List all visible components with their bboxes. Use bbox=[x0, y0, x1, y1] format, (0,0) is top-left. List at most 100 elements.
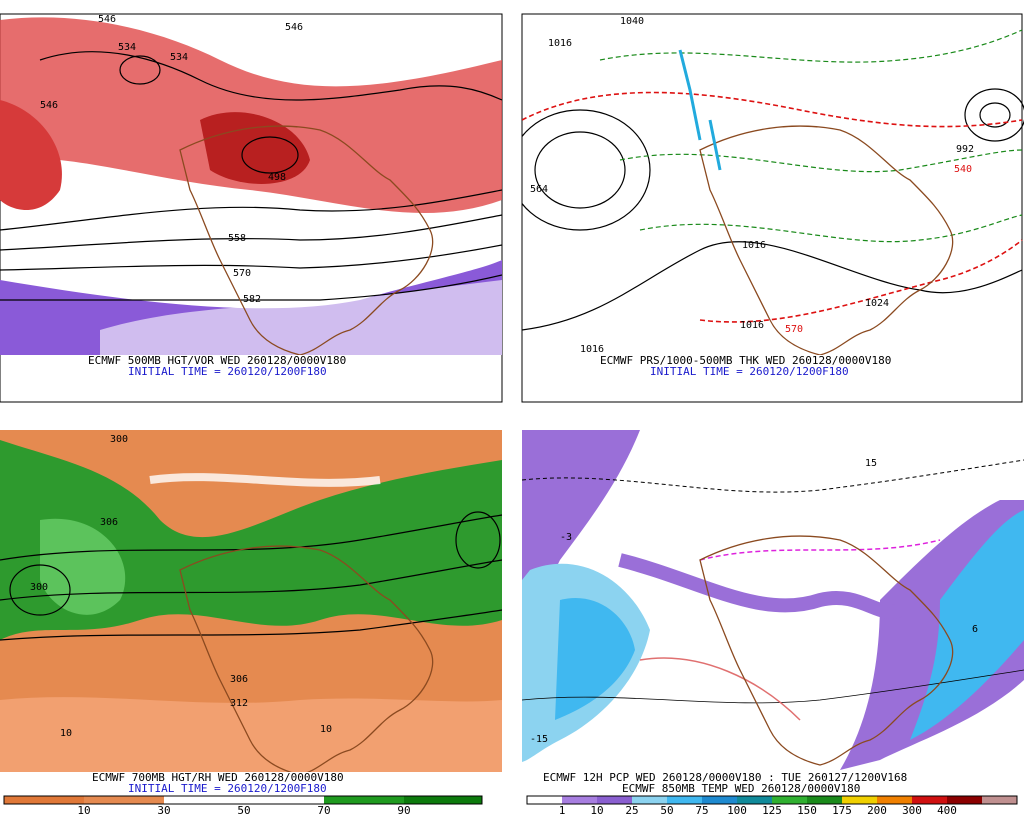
contour-label: 10 bbox=[320, 724, 332, 735]
panel-500mb: 546 534 534 546 546 498 558 570 582 ECMW… bbox=[0, 13, 503, 403]
contour-label: 534 bbox=[170, 52, 188, 63]
colorbar-frame bbox=[526, 795, 1018, 805]
colorbar-label: 10 bbox=[590, 804, 603, 817]
contour-label: 300 bbox=[30, 582, 48, 593]
caption: ECMWF PRS/1000-500MB THK WED 260128/0000… bbox=[600, 354, 891, 367]
temperature-contour bbox=[522, 669, 1024, 704]
pressure-contour bbox=[534, 131, 626, 209]
contour-label: 306 bbox=[100, 517, 118, 528]
rh-area bbox=[40, 518, 126, 615]
contour-label: 300 bbox=[110, 434, 128, 445]
colorbar-label: 50 bbox=[237, 804, 250, 817]
thickness-contour bbox=[522, 91, 1023, 128]
subcaption: ECMWF 850MB TEMP WED 260128/0000V180 bbox=[622, 782, 860, 795]
colorbar-segment bbox=[404, 796, 482, 804]
colorbar-label: 75 bbox=[695, 804, 708, 817]
contour-label: 546 bbox=[98, 14, 116, 25]
colorbar-label: 1 bbox=[559, 804, 566, 817]
height-contour bbox=[455, 511, 501, 569]
pressure-contour bbox=[522, 241, 1023, 331]
colorbar-segment bbox=[562, 796, 597, 804]
contour-label: 312 bbox=[230, 698, 248, 709]
colorbar-label: 150 bbox=[797, 804, 817, 817]
colorbar-label: 30 bbox=[157, 804, 170, 817]
caption: ECMWF 700MB HGT/RH WED 260128/0000V180 bbox=[92, 771, 344, 784]
colorbar-segment bbox=[244, 796, 324, 804]
colorbar-segment bbox=[737, 796, 772, 804]
contour-label: -3 bbox=[560, 532, 572, 543]
precip-area bbox=[910, 510, 1024, 740]
caption: ECMWF 500MB HGT/VOR WED 260128/0000V180 bbox=[88, 354, 346, 367]
colorbar-segment bbox=[597, 796, 632, 804]
contour-label: 540 bbox=[954, 164, 972, 175]
contour-label: 558 bbox=[228, 233, 246, 244]
height-contour bbox=[0, 514, 502, 561]
height-contour bbox=[0, 189, 502, 231]
contour-label: 546 bbox=[40, 100, 58, 111]
colorbar-label: 25 bbox=[625, 804, 638, 817]
colorbar-label: 100 bbox=[727, 804, 747, 817]
colorbar-segment bbox=[982, 796, 1017, 804]
colorbar-segment bbox=[4, 796, 84, 804]
colorbar-label: 175 bbox=[832, 804, 852, 817]
contour-label: -15 bbox=[530, 734, 548, 745]
height-contour bbox=[0, 559, 502, 601]
height-contour bbox=[119, 55, 161, 85]
colorbar-segment bbox=[84, 796, 164, 804]
height-contour bbox=[9, 564, 71, 616]
panel-frame bbox=[521, 13, 1023, 403]
colorbar: 1 10 25 50 75 100 125 150 175 200 300 400 bbox=[526, 795, 1018, 817]
colorbar-label: 300 bbox=[902, 804, 922, 817]
contour-label: 992 bbox=[956, 144, 974, 155]
colorbar-label: 200 bbox=[867, 804, 887, 817]
panel-precip-850mb: -15 15 6 -3 ECMWF 12H PCP WED 260128/000… bbox=[522, 430, 1024, 817]
colorbar-segment bbox=[667, 796, 702, 804]
colorbar-label: 400 bbox=[937, 804, 957, 817]
height-contour bbox=[0, 609, 502, 641]
contour-label: 570 bbox=[233, 268, 251, 279]
colorbar-segment bbox=[877, 796, 912, 804]
contour-label: 498 bbox=[268, 172, 286, 183]
panel-700mb: 300 306 300 10 10 306 312 ECMWF 700MB HG… bbox=[0, 430, 502, 817]
contour-label: 1040 bbox=[620, 16, 644, 27]
temperature-contour bbox=[699, 539, 941, 561]
contour-label: 1016 bbox=[548, 38, 572, 49]
colorbar-label: 90 bbox=[397, 804, 410, 817]
contour-label: 564 bbox=[530, 184, 548, 195]
thickness-contour bbox=[599, 29, 1023, 63]
thickness-contour bbox=[699, 239, 1023, 323]
contour-label: 15 bbox=[865, 458, 877, 469]
thickness-contour bbox=[619, 149, 1023, 173]
initial-time: INITIAL TIME = 260120/1200F180 bbox=[650, 365, 849, 378]
contour-label: 1016 bbox=[740, 320, 764, 331]
colorbar-segment bbox=[164, 796, 244, 804]
rh-area bbox=[149, 473, 381, 487]
precip-area bbox=[555, 598, 635, 720]
colorbar-segment bbox=[807, 796, 842, 804]
contour-label: 1016 bbox=[580, 344, 604, 355]
colorbar-label: 10 bbox=[77, 804, 90, 817]
colorbar-segment bbox=[947, 796, 982, 804]
colorbar-segment bbox=[527, 796, 562, 804]
front bbox=[678, 49, 722, 171]
contour-label: 570 bbox=[785, 324, 803, 335]
colorbar: 10 30 50 70 90 bbox=[3, 795, 483, 817]
colorbar-frame bbox=[3, 795, 483, 805]
contour-label: 534 bbox=[118, 42, 136, 53]
colorbar-segment bbox=[772, 796, 807, 804]
pressure-contour bbox=[979, 102, 1011, 128]
contour-label: 10 bbox=[60, 728, 72, 739]
pressure-contour bbox=[522, 109, 651, 231]
contour-label: 1016 bbox=[742, 240, 766, 251]
caption: ECMWF 12H PCP WED 260128/0000V180 : TUE … bbox=[543, 771, 907, 784]
contour-label: 6 bbox=[972, 624, 978, 635]
colorbar-segment bbox=[632, 796, 667, 804]
colorbar-segment bbox=[842, 796, 877, 804]
height-contour bbox=[0, 274, 502, 301]
thickness-contour bbox=[639, 214, 1023, 243]
height-contour bbox=[39, 51, 502, 101]
panel-frame bbox=[0, 13, 503, 403]
temperature-contour bbox=[522, 459, 1024, 493]
temperature-contour bbox=[639, 657, 801, 721]
